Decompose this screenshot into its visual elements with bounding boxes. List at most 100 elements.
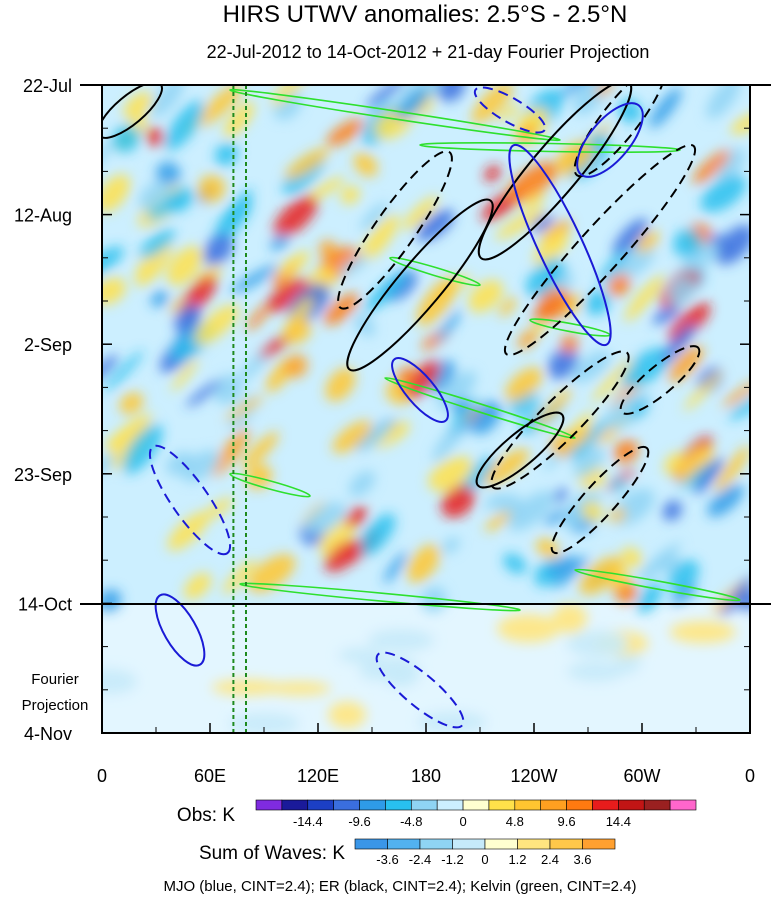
- anomaly-patch: [728, 391, 750, 421]
- anomaly-patch: [340, 185, 360, 205]
- anomaly-patch: [546, 555, 576, 576]
- anomaly-patch: [663, 452, 684, 475]
- kelvin-contour: [419, 141, 681, 154]
- anomaly-patch: [484, 511, 512, 532]
- anomaly-patch: [683, 370, 723, 411]
- anomaly-patch: [668, 345, 704, 382]
- mjo-contour: [148, 444, 232, 556]
- anomaly-patch: [345, 506, 368, 528]
- anomaly-patch: [484, 165, 501, 182]
- anomaly-patch: [359, 513, 396, 556]
- anomaly-patch: [636, 230, 660, 254]
- anomaly-patch: [484, 492, 502, 511]
- anomaly-patch: [416, 209, 455, 242]
- anomaly-patch: [165, 100, 205, 151]
- kelvin-contour: [229, 472, 311, 498]
- anomaly-patch: [271, 85, 310, 107]
- anomaly-patch: [146, 127, 165, 147]
- er-contour: [337, 150, 453, 310]
- anomaly-patch: [441, 537, 461, 554]
- anomaly-patch: [150, 85, 185, 118]
- wave-contours: [102, 85, 741, 729]
- anomaly-patch: [534, 387, 572, 429]
- anomaly-patch: [652, 304, 680, 325]
- anomaly-patch: [102, 174, 131, 213]
- anomaly-patch: [360, 214, 399, 262]
- anomaly-patch: [332, 420, 373, 454]
- waves-colorbar-swatch: [354, 838, 388, 850]
- waves-colorbar-tick-label: -3.6: [376, 852, 398, 867]
- anomaly-patch: [608, 273, 631, 297]
- anomaly-patch: [468, 279, 504, 313]
- projection-anomaly-patch: [552, 603, 588, 634]
- anomaly-patch: [522, 190, 546, 210]
- kelvin-contour: [239, 582, 521, 612]
- anomaly-patch: [730, 113, 750, 135]
- anomaly-patch: [503, 553, 527, 574]
- anomaly-patch: [437, 370, 477, 410]
- anomaly-patch: [720, 575, 750, 617]
- obs-colorbar-swatch: [592, 799, 619, 811]
- anomaly-patch: [266, 278, 310, 312]
- x-tick-label: 120E: [297, 766, 339, 786]
- anomaly-patch: [203, 497, 234, 521]
- waves-colorbar-tick-label: 3.6: [573, 852, 591, 867]
- anomaly-patch: [572, 427, 602, 461]
- anomaly-patch: [139, 181, 170, 211]
- waves-colorbar-label: Sum of Waves: K: [199, 843, 345, 864]
- projection-anomaly-patch: [567, 661, 625, 682]
- anomaly-patch: [530, 214, 554, 232]
- chart-title: HIRS UTWV anomalies: 2.5°S - 2.5°N: [223, 1, 628, 28]
- anomaly-patch: [359, 422, 391, 450]
- anomaly-patch: [548, 347, 578, 380]
- mjo-contour: [154, 593, 206, 667]
- anomaly-patch: [246, 303, 271, 331]
- obs-colorbar-swatch: [488, 799, 516, 811]
- obs-colorbar-swatch: [618, 799, 645, 811]
- obs-colorbar-tick-label: 4.8: [506, 814, 524, 829]
- anomaly-patch: [324, 539, 362, 572]
- er-contour: [550, 445, 650, 555]
- anomaly-patch: [579, 556, 624, 595]
- anomaly-patch: [640, 557, 665, 583]
- contour-legend: MJO (blue, CINT=2.4); ER (black, CINT=2.…: [163, 878, 636, 895]
- anomaly-patch: [242, 431, 279, 469]
- anomaly-patch: [706, 85, 741, 119]
- anomaly-patch: [183, 572, 212, 600]
- anomaly-patch: [559, 141, 594, 171]
- anomaly-patch: [170, 298, 184, 314]
- anomaly-patch: [245, 463, 273, 490]
- anomaly-patch: [552, 556, 589, 588]
- kelvin-contour: [384, 376, 576, 440]
- er-contour: [102, 85, 163, 139]
- anomaly-patch: [146, 193, 185, 221]
- obs-colorbar-swatch: [410, 799, 438, 811]
- obs-colorbar-tick-label: 9.6: [558, 814, 576, 829]
- obs-colorbar-tick-label: 0: [459, 814, 466, 829]
- projection-anomaly-patch: [418, 711, 487, 733]
- er-contour: [490, 350, 630, 490]
- anomaly-patch: [196, 85, 242, 127]
- y-tick-label: 14-Oct: [18, 594, 72, 614]
- y-axis: 22-Jul 12-Aug 2-Sep 23-Sep 14-Oct 4-Nov: [14, 76, 750, 744]
- anomaly-patch: [441, 485, 475, 518]
- anomaly-patch: [507, 490, 555, 531]
- anomaly-patch: [536, 538, 560, 559]
- mjo-contour: [391, 357, 449, 423]
- y-tick-label: 12-Aug: [14, 206, 72, 226]
- anomaly-patch: [304, 502, 346, 536]
- anomaly-patch: [112, 124, 140, 153]
- obs-colorbar-swatch: [281, 799, 309, 811]
- anomaly-patch: [678, 446, 715, 484]
- anomaly-patch: [700, 175, 747, 213]
- anomaly-patch: [259, 333, 293, 359]
- anomaly-patch: [104, 350, 144, 393]
- anomaly-patch: [610, 477, 627, 491]
- anomaly-patch: [102, 277, 126, 305]
- anomaly-patch: [123, 91, 154, 119]
- anomaly-patch: [383, 551, 408, 584]
- anomaly-patch: [230, 264, 279, 294]
- obs-colorbar-tick-label: 14.4: [606, 814, 631, 829]
- anomaly-patch: [214, 142, 239, 166]
- waves-colorbar-swatch: [484, 838, 518, 850]
